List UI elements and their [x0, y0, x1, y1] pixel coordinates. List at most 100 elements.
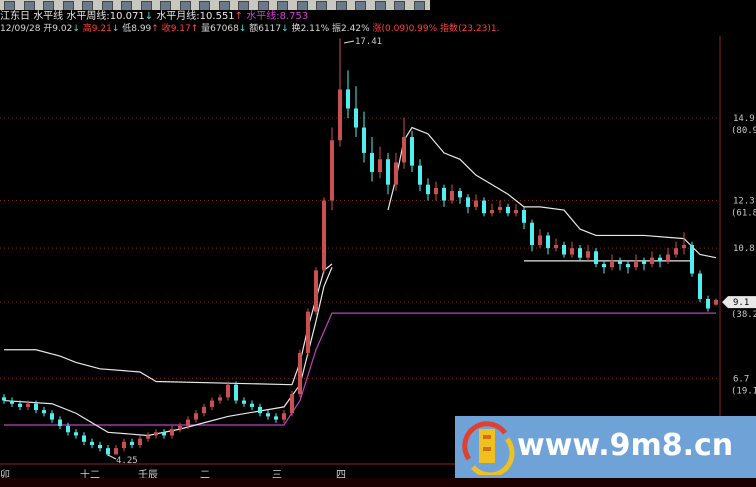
- down-arrow-icon: ↓: [281, 24, 289, 34]
- candle-body: [226, 384, 230, 398]
- candle-down: [690, 241, 694, 277]
- candle-body: [354, 108, 358, 128]
- quote-amplitude: 振2.42%: [332, 24, 370, 34]
- moving-line: [4, 263, 333, 386]
- candle-body: [106, 448, 110, 455]
- price-tick-label: 12.3: [733, 197, 755, 207]
- time-label: 卯: [0, 470, 10, 481]
- layout-icon[interactable]: [218, 1, 230, 10]
- candle-down: [706, 295, 710, 312]
- candle-body: [594, 251, 598, 265]
- monthly-line-value: 水平月线:10.551: [156, 11, 235, 22]
- candle-body: [482, 200, 486, 214]
- chart-icon[interactable]: [335, 1, 347, 10]
- down-arrow-icon: ↓: [72, 24, 80, 34]
- candle-up: [682, 232, 686, 255]
- candle-body: [546, 235, 550, 249]
- square-icon[interactable]: [394, 1, 405, 10]
- period-icon[interactable]: [355, 1, 366, 10]
- candle-body: [650, 257, 654, 265]
- candle-down: [362, 111, 366, 163]
- layout-icon[interactable]: [160, 1, 171, 10]
- candle-up: [178, 422, 182, 433]
- candle-body: [474, 200, 478, 207]
- help-icon[interactable]: [140, 1, 152, 10]
- down-arrow-icon[interactable]: [121, 1, 132, 10]
- candle-down: [506, 203, 510, 217]
- candle-body: [186, 419, 190, 426]
- shield-icon[interactable]: [62, 1, 74, 10]
- candle-up: [378, 146, 382, 179]
- formula-icon[interactable]: [374, 1, 386, 10]
- candle-body: [570, 248, 574, 255]
- candle-down: [354, 86, 358, 138]
- quote-volume: 量67068: [201, 24, 239, 34]
- candle-down: [250, 400, 254, 411]
- candle-body: [626, 264, 630, 268]
- candle-down: [594, 248, 598, 268]
- candle-body: [370, 152, 374, 172]
- bars-icon[interactable]: [316, 1, 327, 10]
- fib-percent-label: (38.2%): [731, 310, 756, 320]
- candle-down: [66, 422, 70, 436]
- candle-body: [634, 260, 638, 268]
- candle-down: [162, 429, 166, 439]
- fib-percent-label: (61.8%): [731, 209, 756, 219]
- candle-body: [498, 206, 502, 211]
- circle-icon[interactable]: [413, 1, 425, 10]
- cursor-icon[interactable]: [277, 1, 288, 10]
- candle-up: [202, 403, 206, 417]
- candle-body: [82, 435, 86, 442]
- candle-down: [2, 394, 6, 404]
- candle-body: [242, 400, 246, 404]
- price-tick-label: 14.9: [733, 114, 755, 124]
- candle-body: [298, 352, 302, 395]
- time-label: 三: [272, 470, 282, 481]
- pen-icon[interactable]: [82, 1, 93, 10]
- candle-up: [314, 267, 318, 315]
- candle-body: [538, 235, 542, 245]
- candle-body: [162, 432, 166, 436]
- candle-up: [330, 127, 334, 211]
- candle-body: [258, 406, 262, 414]
- candle-down: [266, 410, 270, 420]
- candle-up: [26, 400, 30, 411]
- toolbar: [0, 0, 430, 10]
- candle-up: [666, 248, 670, 265]
- fib-percent-label: (80.9%): [731, 126, 756, 136]
- candle-body: [282, 413, 286, 420]
- up-arrow-icon[interactable]: [101, 1, 113, 10]
- open-icon[interactable]: [23, 1, 35, 10]
- candle-body: [50, 413, 54, 420]
- candle-body: [178, 425, 182, 430]
- candle-down: [42, 406, 46, 417]
- moving-line: [387, 126, 717, 259]
- candle-down: [18, 400, 22, 411]
- candle-down: [522, 206, 526, 230]
- layout-icon[interactable]: [199, 1, 210, 10]
- fib-percent-label: (19.1%): [731, 386, 756, 396]
- candle-down: [130, 438, 134, 449]
- candle-down: [562, 241, 566, 258]
- line-icon[interactable]: [296, 1, 308, 10]
- print-icon[interactable]: [43, 1, 54, 10]
- candle-down: [10, 397, 14, 407]
- candle-body: [218, 397, 222, 401]
- status-bar: [0, 478, 756, 487]
- candle-body: [274, 416, 278, 420]
- layout-icon[interactable]: [238, 1, 249, 10]
- time-axis: 卯 十二 壬辰 二 三 四: [0, 466, 720, 481]
- layout-icon[interactable]: [257, 1, 269, 10]
- candle-up: [306, 308, 310, 357]
- save-icon[interactable]: [4, 1, 15, 10]
- low-annotation: 4.25: [107, 454, 138, 466]
- candle-body: [10, 400, 14, 404]
- candle-body: [2, 397, 6, 401]
- indicator-name: 江东日: [0, 11, 30, 22]
- candle-body: [706, 298, 710, 309]
- candle-body: [58, 419, 62, 426]
- candle-body: [610, 260, 614, 268]
- candle-down: [58, 416, 62, 430]
- layout-icon[interactable]: [179, 1, 191, 10]
- candle-up: [154, 429, 158, 439]
